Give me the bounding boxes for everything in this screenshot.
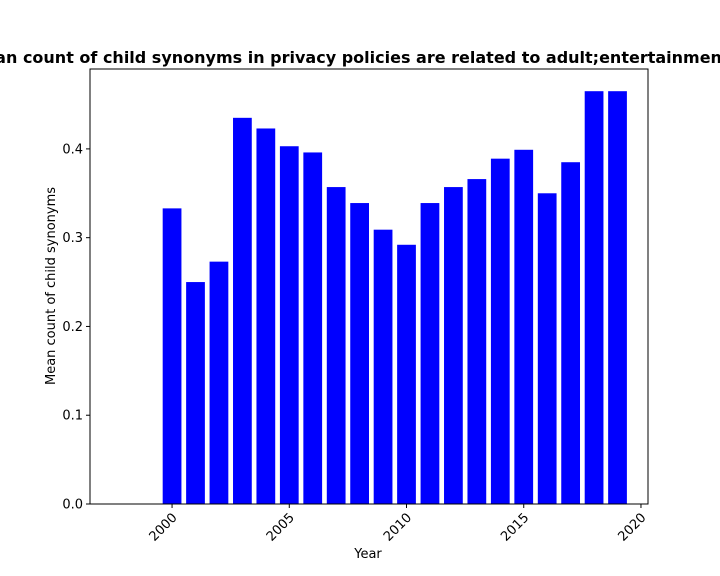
bar-2018 [584, 91, 604, 504]
bar-2016 [537, 193, 557, 505]
bar-2014 [490, 158, 510, 504]
bar-2009 [373, 229, 393, 505]
x-tick-label-2005: 2005 [264, 511, 298, 545]
bar-2010 [397, 244, 416, 504]
bar-2006 [303, 152, 323, 504]
x-axis-ticks: 2000 2005 2010 2015 2020 [147, 504, 649, 545]
bar-2017 [561, 162, 581, 504]
bar-2008 [350, 203, 369, 504]
bar-2015 [514, 149, 534, 505]
x-tick-label-2010: 2010 [381, 511, 415, 545]
y-axis-label: Mean count of child synonyms [44, 187, 59, 385]
bar-2013 [467, 179, 487, 504]
y-tick-label-1: 0.1 [62, 409, 83, 424]
bar-2019 [608, 91, 627, 504]
bar-2012 [444, 187, 463, 505]
bar-2005 [279, 146, 299, 505]
y-axis-ticks: 0.0 0.1 0.2 0.3 0.4 [62, 142, 90, 513]
bar-2003 [233, 117, 252, 504]
y-tick-label-0: 0.0 [62, 498, 83, 513]
bar-2001 [186, 282, 205, 504]
bar-2002 [209, 261, 229, 504]
bar-2004 [256, 128, 276, 504]
bar-2007 [326, 187, 346, 505]
bar-2011 [420, 203, 440, 504]
y-tick-label-2: 0.2 [62, 320, 83, 335]
x-tick-label-2000: 2000 [147, 511, 181, 545]
x-axis-label: Year [353, 547, 382, 562]
x-tick-label-2015: 2015 [498, 511, 532, 545]
chart-title: Mean count of child synonyms in privacy … [0, 48, 720, 67]
plot-area-frame [89, 68, 649, 505]
bars-group [162, 91, 627, 505]
x-tick-label-2020: 2020 [615, 511, 649, 545]
y-tick-label-3: 0.3 [62, 231, 83, 246]
bar-2000 [162, 208, 182, 504]
y-tick-label-4: 0.4 [62, 142, 83, 157]
